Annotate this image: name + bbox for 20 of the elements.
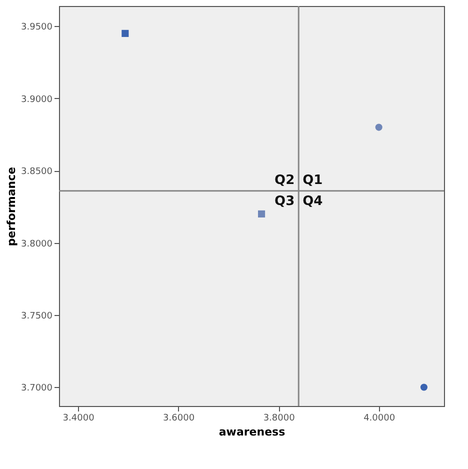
y-tick-label: 3.9500	[21, 22, 53, 33]
y-axis-title: performance	[5, 166, 18, 246]
x-tick-label: 3.4000	[62, 414, 95, 424]
y-tick-label: 3.8000	[21, 239, 53, 250]
x-tick-label: 3.6000	[163, 414, 195, 424]
annotation: Q2	[274, 172, 295, 188]
x-tick-label: 4.0000	[364, 414, 396, 424]
y-tick-label: 3.7500	[21, 312, 53, 322]
annotation: Q3	[274, 194, 295, 209]
point	[420, 384, 428, 391]
y-tick-label: 3.8500	[21, 167, 53, 178]
annotation: Q4	[302, 194, 323, 209]
point	[375, 124, 382, 131]
point	[258, 210, 266, 218]
point	[122, 30, 129, 37]
y-tick-label: 3.7000	[21, 384, 53, 394]
x-tick-label: 3.8000	[263, 414, 296, 424]
x-axis-title: awareness	[218, 426, 286, 438]
annotation: Q1	[302, 172, 323, 188]
y-tick-label: 3.9000	[21, 94, 53, 105]
